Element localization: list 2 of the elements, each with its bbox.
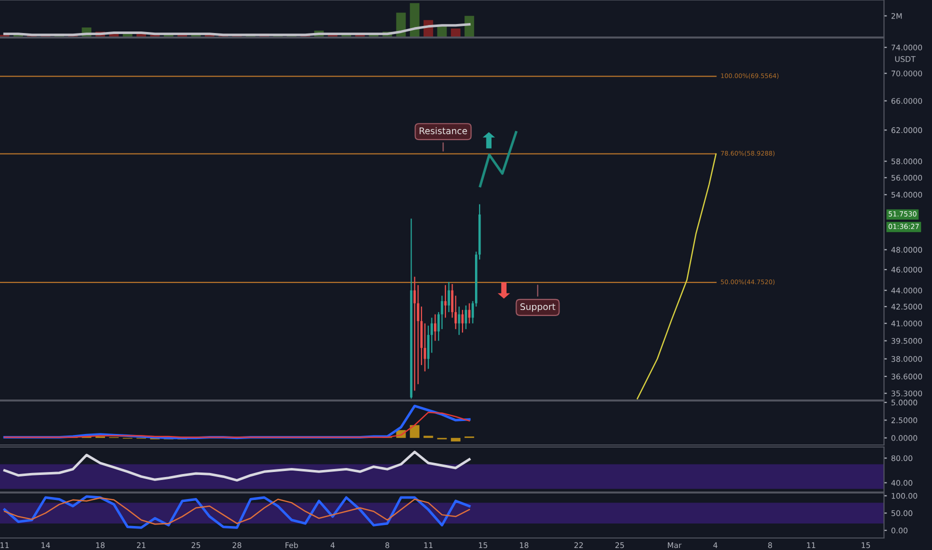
annotation: Support (520, 303, 556, 312)
annotation: Resistance (420, 127, 467, 134)
